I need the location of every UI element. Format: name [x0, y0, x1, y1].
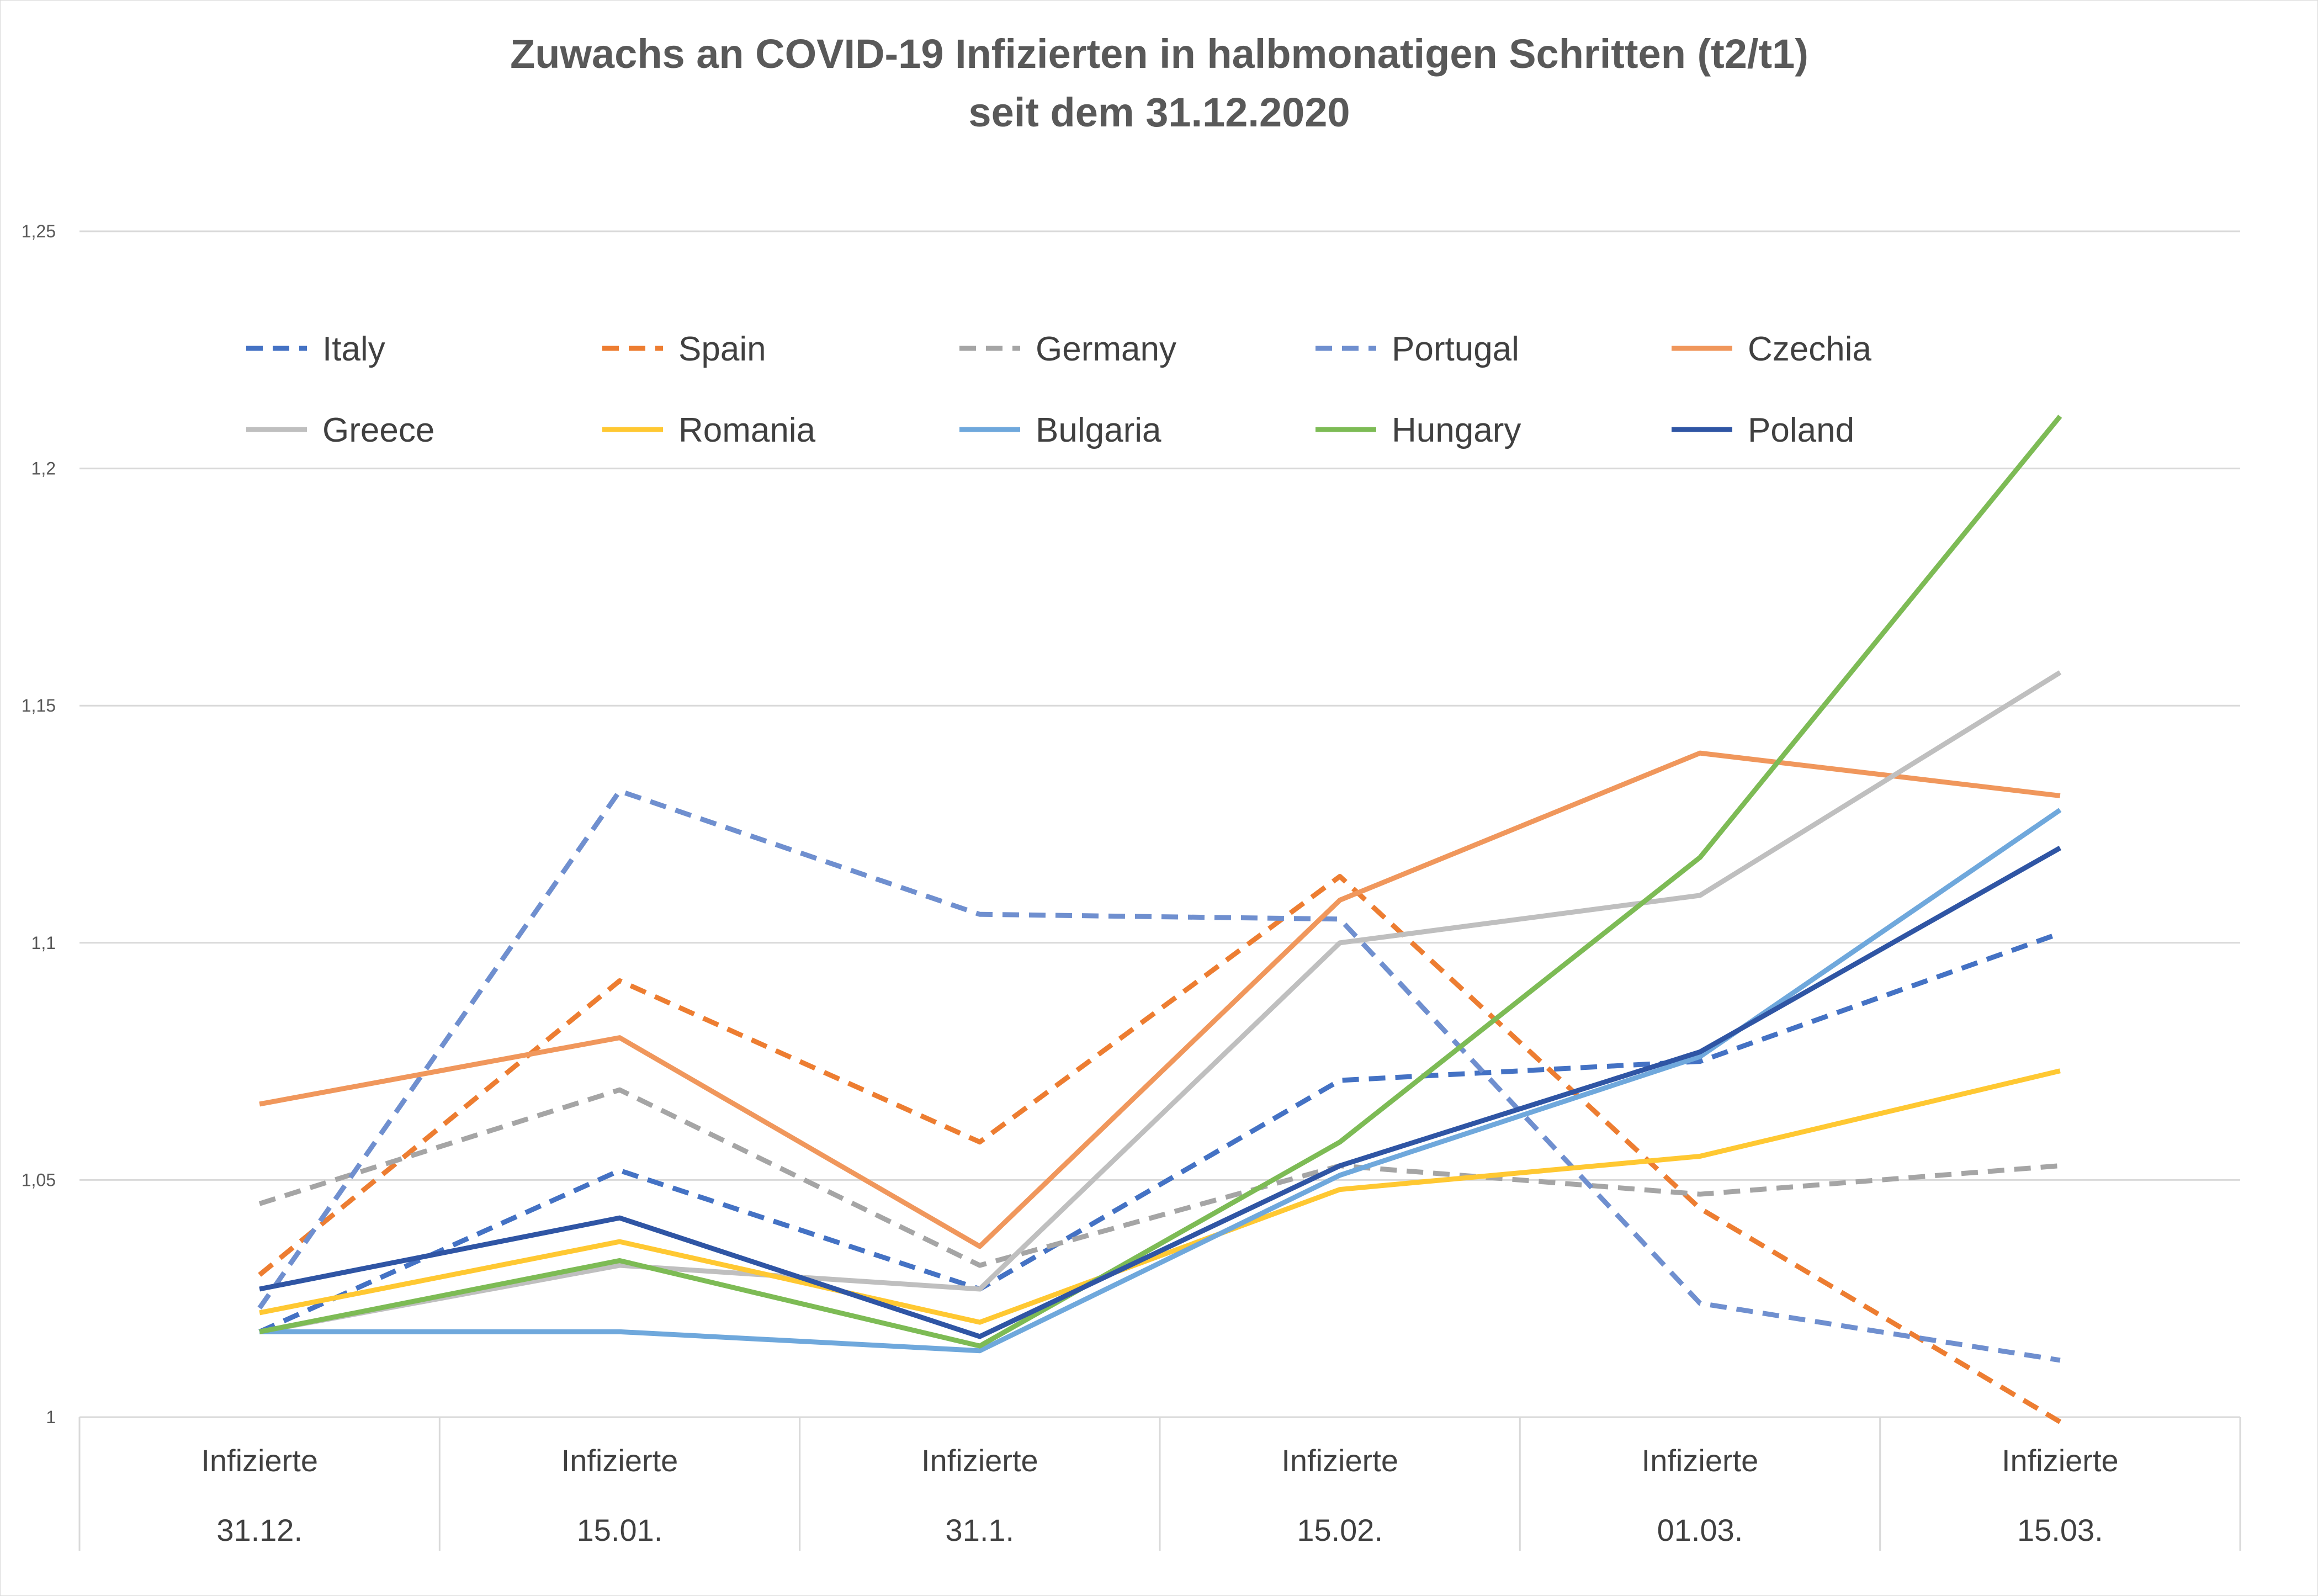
legend-label-italy: Italy: [322, 330, 385, 368]
gridlines: [79, 230, 2240, 1418]
legend: Italy Spain Germany Portugal Czechia Greece Ro…: [246, 330, 1872, 449]
y-tick-label: 1,2: [31, 459, 56, 479]
x-tick-label: Infizierte: [2002, 1443, 2119, 1478]
chart-subtitle: seit dem 31.12.2020: [968, 89, 1350, 135]
x-tick-label: 15.01.: [577, 1513, 663, 1547]
legend-label-spain: Spain: [678, 330, 766, 368]
x-tick-label: Infizierte: [201, 1443, 318, 1478]
legend-label-greece: Greece: [322, 411, 434, 449]
x-tick-label: 31.1.: [946, 1513, 1015, 1547]
x-tick-label: 01.03.: [1657, 1513, 1743, 1547]
y-tick-label: 1,05: [22, 1170, 56, 1190]
legend-label-bulgaria: Bulgaria: [1036, 411, 1161, 449]
series-line-romania: [259, 1068, 2061, 1325]
x-tick-label: Infizierte: [1281, 1443, 1398, 1478]
x-tick-label: Infizierte: [921, 1443, 1038, 1478]
series-line-czechia: [259, 750, 2061, 1249]
chart-title: Zuwachs an COVID-19 Infizierten in halbm…: [510, 31, 1808, 77]
y-tick-label: 1: [46, 1407, 56, 1427]
series-line-spain: [258, 874, 2062, 1424]
x-tick-label: 31.12.: [216, 1513, 303, 1547]
y-axis: 1 1,05 1,1 1,15 1,2 1,25: [22, 221, 56, 1427]
series-line-bulgaria: [259, 808, 2062, 1354]
legend-label-portugal: Portugal: [1392, 330, 1519, 368]
legend-label-hungary: Hungary: [1392, 411, 1521, 449]
x-tick-label: 15.02.: [1297, 1513, 1383, 1547]
series-line-germany: [258, 1087, 2061, 1268]
x-tick-label: 15.03.: [2017, 1513, 2103, 1547]
series-line-greece: [259, 670, 2062, 1334]
legend-label-poland: Poland: [1748, 411, 1854, 449]
x-axis: Infizierte 31.12. Infizierte 15.01. Infizier…: [78, 1417, 2241, 1551]
series-line-hungary: [259, 415, 2062, 1349]
legend-label-romania: Romania: [678, 411, 816, 449]
legend-label-germany: Germany: [1036, 330, 1176, 368]
y-tick-label: 1,15: [22, 696, 56, 715]
x-tick-label: Infizierte: [561, 1443, 678, 1478]
y-tick-label: 1,25: [22, 221, 56, 241]
legend-label-czechia: Czechia: [1748, 330, 1872, 368]
x-tick-label: Infizierte: [1642, 1443, 1759, 1478]
y-tick-label: 1,1: [31, 933, 56, 953]
series-line-italy: [258, 931, 2061, 1334]
series-line-poland: [259, 846, 2062, 1339]
series-lines: [257, 415, 2062, 1424]
